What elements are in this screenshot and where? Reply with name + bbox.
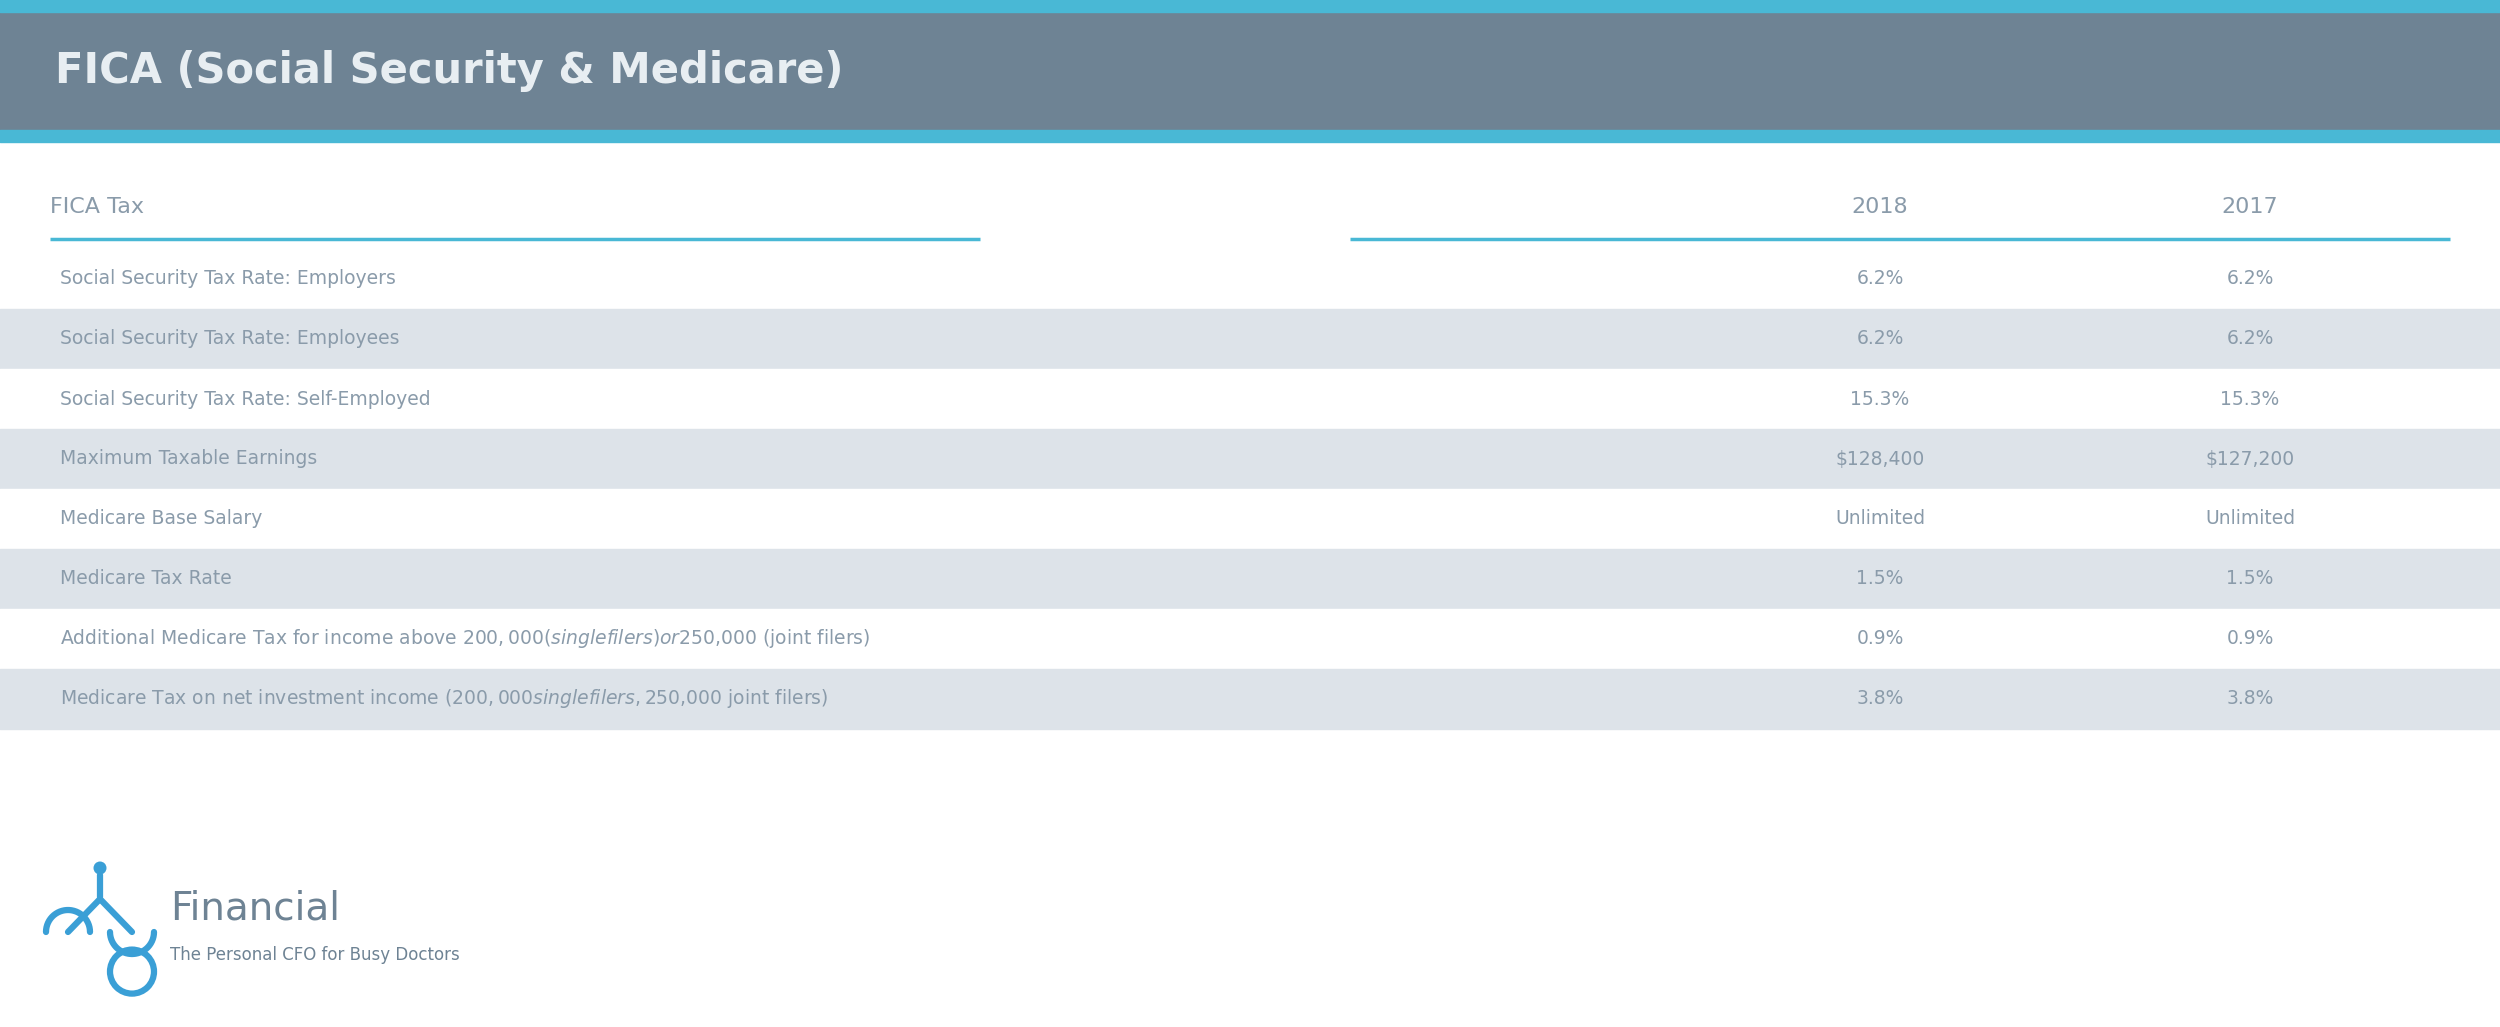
Text: 3.8%: 3.8% [2228, 689, 2272, 709]
Text: Financial: Financial [170, 890, 340, 928]
Text: 0.9%: 0.9% [1858, 630, 1902, 648]
Text: 15.3%: 15.3% [1850, 389, 1910, 409]
Text: $128,400: $128,400 [1835, 450, 1925, 468]
Text: Unlimited: Unlimited [2205, 509, 2295, 529]
Text: 0.9%: 0.9% [2228, 630, 2272, 648]
Text: 6.2%: 6.2% [1858, 269, 1902, 289]
Text: Additional Medicare Tax for income above $200,000 (single filers) or $250,000 (j: Additional Medicare Tax for income above… [60, 627, 870, 650]
Text: 6.2%: 6.2% [1858, 330, 1902, 348]
Text: FICA (Social Security & Medicare): FICA (Social Security & Medicare) [55, 50, 842, 92]
Text: 2017: 2017 [2222, 197, 2278, 217]
Text: 3.8%: 3.8% [1858, 689, 1902, 709]
Text: 6.2%: 6.2% [2228, 330, 2272, 348]
Text: 1.5%: 1.5% [2228, 570, 2272, 588]
Text: 15.3%: 15.3% [2220, 389, 2280, 409]
Text: Social Security Tax Rate: Employees: Social Security Tax Rate: Employees [60, 330, 400, 348]
Text: Medicare Tax on net investment income ($200,000 single filers, $250,000 joint fi: Medicare Tax on net investment income ($… [60, 687, 828, 711]
Circle shape [92, 862, 108, 875]
Text: Medicare Tax Rate: Medicare Tax Rate [60, 570, 233, 588]
Text: 1.5%: 1.5% [1858, 570, 1902, 588]
Text: The Personal CFO for Busy Doctors: The Personal CFO for Busy Doctors [170, 946, 460, 964]
Text: Medicare Base Salary: Medicare Base Salary [60, 509, 262, 529]
Text: FICA Tax: FICA Tax [50, 197, 145, 217]
Text: Social Security Tax Rate: Employers: Social Security Tax Rate: Employers [60, 269, 395, 289]
Text: $127,200: $127,200 [2205, 450, 2295, 468]
Text: 6.2%: 6.2% [2228, 269, 2272, 289]
Text: Unlimited: Unlimited [1835, 509, 1925, 529]
Text: 2018: 2018 [1852, 197, 1908, 217]
Text: Social Security Tax Rate: Self-Employed: Social Security Tax Rate: Self-Employed [60, 389, 430, 409]
Text: Maximum Taxable Earnings: Maximum Taxable Earnings [60, 450, 318, 468]
